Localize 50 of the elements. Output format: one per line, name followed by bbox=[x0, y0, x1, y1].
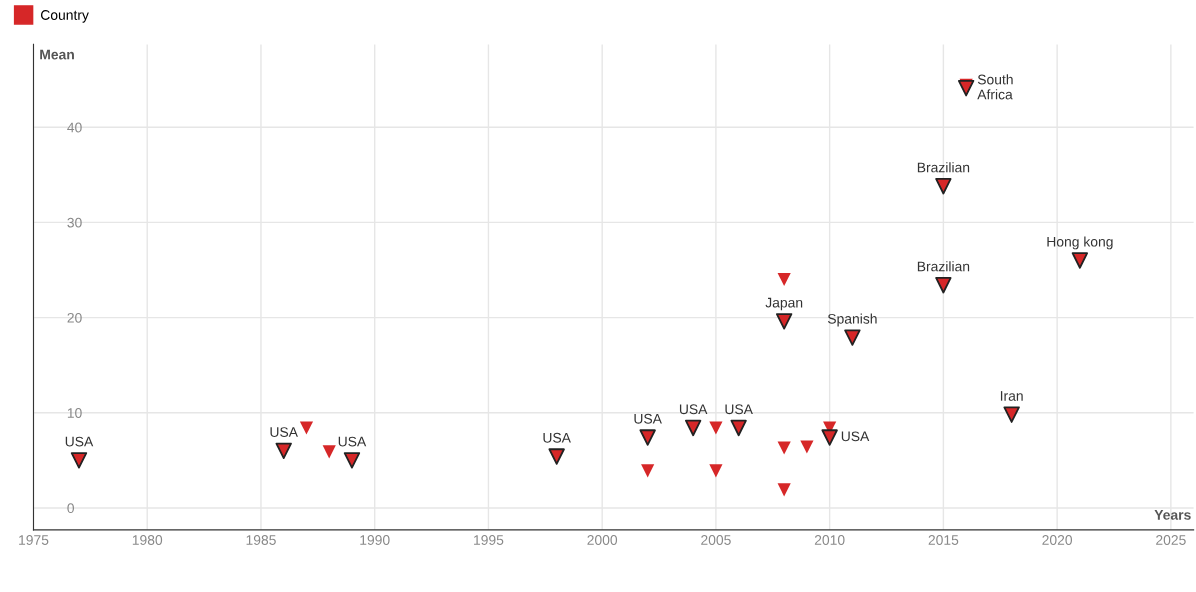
point bbox=[935, 277, 952, 294]
annotation: USA bbox=[679, 404, 708, 415]
point bbox=[70, 452, 88, 469]
point bbox=[275, 442, 292, 460]
point bbox=[299, 421, 314, 435]
annotation: Brazilian bbox=[917, 261, 970, 272]
point bbox=[844, 329, 861, 346]
annotation: USA bbox=[338, 436, 367, 447]
annotation: Iran bbox=[1000, 391, 1023, 401]
point bbox=[821, 429, 838, 446]
point bbox=[935, 178, 952, 195]
y-tick-label: 30 bbox=[67, 217, 82, 228]
x-tick-label: 2020 bbox=[1042, 535, 1073, 545]
point bbox=[957, 79, 975, 97]
point bbox=[548, 448, 565, 465]
x-axis-title: Years bbox=[1154, 510, 1191, 520]
legend-label: Country bbox=[40, 10, 89, 23]
point bbox=[684, 419, 702, 437]
x-tick-label: 1985 bbox=[246, 535, 276, 545]
x-tick-label: 2000 bbox=[587, 535, 618, 545]
y-tick-label: 0 bbox=[67, 503, 74, 514]
point bbox=[730, 419, 747, 437]
x-tick-label: 2015 bbox=[928, 535, 959, 545]
y-tick-label: 20 bbox=[67, 312, 82, 323]
annotation: USA bbox=[634, 413, 662, 424]
point bbox=[343, 452, 361, 469]
annotation: Spanish bbox=[827, 313, 877, 327]
annotation: USA bbox=[841, 431, 870, 442]
annotation: USA bbox=[543, 432, 571, 443]
y-axis-title: Mean bbox=[40, 49, 74, 60]
annotation: USA bbox=[270, 427, 298, 437]
x-tick-label: 2025 bbox=[1156, 535, 1186, 545]
point bbox=[1071, 252, 1089, 269]
annotation: USA bbox=[725, 404, 753, 415]
x-tick-label: 2005 bbox=[701, 535, 731, 545]
y-tick-label: 40 bbox=[67, 122, 82, 133]
x-tick-label: 1990 bbox=[360, 535, 390, 545]
annotation: Hong kong bbox=[1047, 236, 1113, 250]
x-tick-label: 1980 bbox=[132, 535, 163, 545]
annotation: Japan bbox=[765, 297, 803, 311]
point bbox=[1003, 406, 1020, 423]
x-tick-label: 2010 bbox=[814, 535, 845, 545]
annotation: USA bbox=[65, 436, 94, 447]
y-tick-label: 10 bbox=[67, 408, 82, 418]
x-tick-label: 1995 bbox=[474, 535, 504, 545]
x-tick-label: 1975 bbox=[19, 535, 49, 545]
annotation: Brazilian bbox=[917, 162, 970, 173]
point bbox=[775, 313, 793, 330]
point bbox=[639, 429, 656, 446]
annotation: South Africa bbox=[977, 74, 1013, 100]
